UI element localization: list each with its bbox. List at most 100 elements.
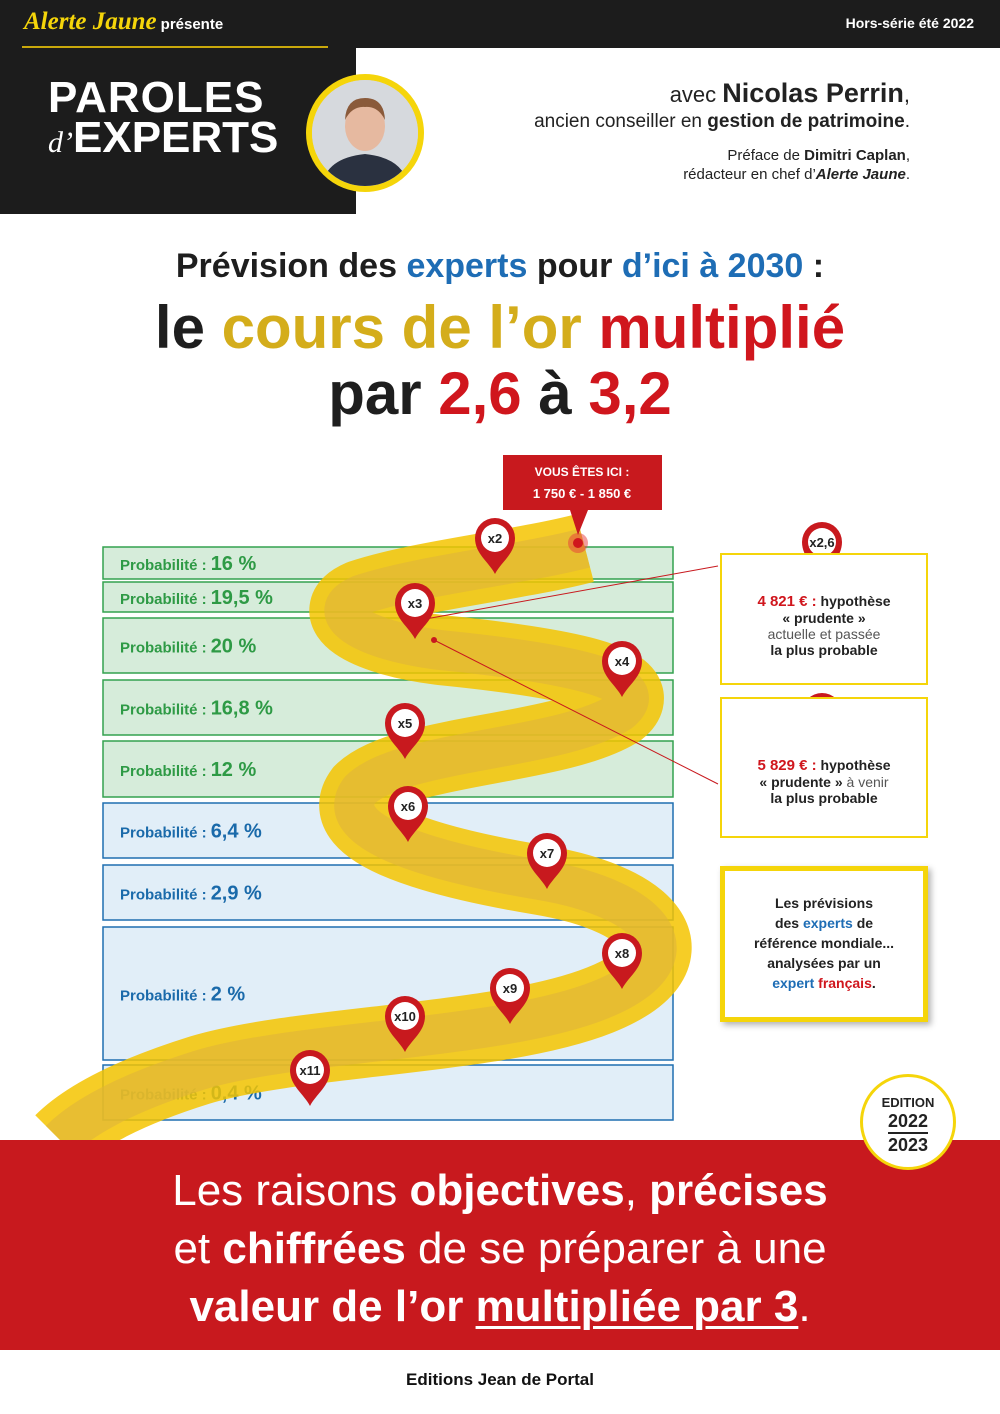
badge-year2: 2023 [887, 1135, 929, 1155]
headline-line1: Prévision des experts pour d’ici à 2030 … [0, 243, 1000, 289]
badge-year1: 2022 [887, 1110, 929, 1134]
pin-inner [608, 647, 636, 675]
text: par [328, 360, 422, 427]
pin-label: x9 [503, 981, 517, 996]
probability-text: Probabilité :16,8 % [120, 698, 273, 720]
author-end: . [904, 111, 910, 132]
leader-line [419, 565, 719, 621]
preface-name: Dimitri Caplan [804, 147, 906, 164]
text: : [812, 247, 825, 285]
callout-line1: VOUS ÊTES ICI : [535, 464, 630, 479]
quote: « prudente » [759, 774, 843, 790]
detail: à venir [846, 774, 889, 790]
pin: x11 [290, 1050, 330, 1106]
probability-value: 16 % [211, 553, 257, 575]
leader-dot [431, 637, 437, 643]
brand-rule [22, 46, 328, 48]
probability-value: 2 % [211, 984, 246, 1006]
pin-inner [608, 939, 636, 967]
series-prefix: d’ [48, 126, 73, 159]
series-word: EXPERTS [73, 113, 279, 162]
series-line2: d’EXPERTS [48, 116, 278, 163]
headline: Prévision des experts pour d’ici à 2030 … [0, 243, 1000, 427]
probability-text: Probabilité :20 % [120, 636, 256, 658]
pin-inner [296, 1056, 324, 1084]
author-intro: avec [669, 82, 717, 107]
word: hypothèse [820, 593, 891, 609]
text: le [154, 294, 205, 361]
probability-label: Probabilité : [120, 591, 207, 608]
text: de se préparer à une [418, 1224, 827, 1273]
top-bar [0, 0, 1000, 48]
hypothesis-box: 4 821 € : hypothèse « prudente » actuell… [720, 553, 928, 685]
text: pour [536, 247, 613, 285]
probability-text: Probabilité :16 % [120, 553, 256, 575]
text: . [871, 975, 876, 991]
quote: « prudente » [782, 610, 866, 626]
pin: x10 [385, 996, 425, 1052]
probability-label: Probabilité : [120, 702, 207, 719]
text: français [818, 975, 872, 991]
road-illustration: Probabilité :16 %Probabilité :19,5 %Prob… [35, 455, 842, 1140]
text: chiffrées [222, 1224, 406, 1273]
text: d’ici à 2030 [621, 247, 804, 285]
amount: 5 829 € : [757, 757, 817, 774]
text: de [856, 915, 874, 931]
text: Les raisons [172, 1166, 398, 1215]
pin-label: x4 [615, 654, 630, 669]
pin-inner [808, 528, 836, 556]
publisher: Editions Jean de Portal [406, 1370, 594, 1389]
pin: x6 [388, 786, 428, 842]
probability-value: 2,9 % [211, 883, 262, 905]
text: valeur de l’or [189, 1282, 464, 1331]
preface-end: . [905, 166, 910, 183]
probability-label: Probabilité : [120, 557, 207, 574]
box-line: « prudente » à venir [722, 774, 926, 790]
portrait [312, 80, 418, 186]
text: 2,6 [438, 360, 522, 427]
pin-label: x7 [540, 846, 554, 861]
pin-inner [391, 709, 419, 737]
pin: x3 [395, 583, 435, 639]
probability-label: Probabilité : [120, 825, 207, 842]
probability-value: 6,4 % [211, 821, 262, 843]
pin-label: x5 [398, 716, 412, 731]
pin-inner [496, 974, 524, 1002]
text: cours de l’or [221, 294, 582, 361]
brand-name: Alerte Jaune [24, 8, 157, 35]
portrait-face [345, 101, 385, 151]
pin-inner [481, 524, 509, 552]
verdict: la plus probable [770, 790, 878, 806]
text: Prévision des [175, 247, 397, 285]
badge-label: EDITION [881, 1095, 935, 1110]
promo-line: référence mondiale... [753, 935, 895, 951]
detail: actuelle et passée [767, 626, 881, 642]
box-line: 5 829 € : hypothèse [722, 757, 926, 774]
text: et [173, 1224, 211, 1273]
verdict: la plus probable [770, 642, 878, 658]
probability-value: 16,8 % [211, 698, 273, 720]
promo-line: Les prévisions [774, 895, 874, 911]
pin: x4 [602, 641, 642, 697]
text: 3,2 [588, 360, 672, 427]
preface-pub: Alerte Jaune [815, 166, 906, 183]
headline-line3: par 2,6 à 3,2 [0, 361, 1000, 427]
brand: Alerte Jaune présente [24, 8, 223, 36]
probability-text: Probabilité :6,4 % [120, 821, 262, 843]
word: hypothèse [820, 757, 891, 773]
probability-text: Probabilité :12 % [120, 759, 256, 781]
pin: x5 [385, 703, 425, 759]
preface-line: Préface de Dimitri Caplan, [400, 147, 910, 164]
road-center [45, 528, 677, 1140]
pin-label: x6 [401, 799, 415, 814]
preface-intro: Préface de [727, 147, 800, 164]
brand-presents: présente [160, 16, 224, 33]
probability-label: Probabilité : [120, 763, 207, 780]
probability-value: 19,5 % [211, 587, 273, 609]
portrait-hair [345, 98, 385, 120]
edition-tag: Hors-série été 2022 [845, 15, 974, 31]
promo-box: Les prévisions des experts de référence … [720, 866, 928, 1022]
text: précises [649, 1166, 828, 1215]
